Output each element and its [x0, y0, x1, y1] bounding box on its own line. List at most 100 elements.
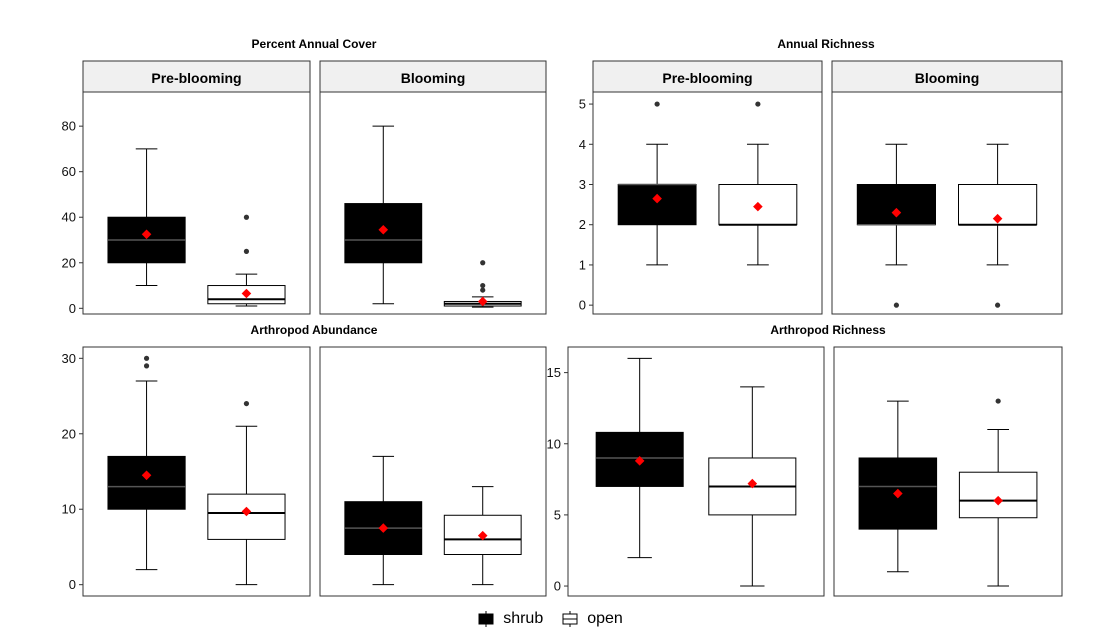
- y-tick-label: 20: [62, 426, 76, 441]
- facet-strip-label: Pre-blooming: [151, 70, 241, 86]
- y-tick-label: 40: [62, 210, 76, 225]
- facet-panel: Blooming: [319, 60, 547, 315]
- box-iqr: [107, 455, 186, 510]
- facet-strip: [319, 60, 547, 93]
- y-tick-label: 2: [579, 217, 586, 232]
- outlier-point: [243, 248, 250, 254]
- legend-key-open: [562, 611, 578, 627]
- facet-strip: [831, 60, 1063, 93]
- facet-panel: Blooming: [831, 60, 1063, 315]
- box-open: [958, 398, 1038, 587]
- box-iqr: [617, 184, 697, 226]
- box-open: [443, 260, 522, 308]
- outlier-point: [755, 101, 761, 107]
- box-open: [207, 214, 286, 307]
- box-iqr: [958, 471, 1038, 519]
- legend: shrub open: [0, 604, 1100, 634]
- outlier-point: [654, 101, 660, 107]
- box-shrub: [344, 455, 423, 586]
- panel-border: [831, 91, 1063, 315]
- box-shrub: [107, 148, 186, 287]
- mean-marker: [652, 193, 662, 204]
- y-tick-label: 15: [547, 365, 561, 380]
- facet-strip-label: Blooming: [401, 70, 466, 86]
- panel-border: [319, 91, 547, 315]
- y-tick-label: 0: [554, 579, 561, 594]
- panel-border: [82, 346, 311, 597]
- mean-marker: [753, 201, 763, 212]
- panel-border: [319, 346, 547, 597]
- box-open: [958, 143, 1038, 308]
- y-tick-label: 80: [62, 119, 76, 134]
- facet-panel: Pre-blooming 0 20 40 60 80: [62, 60, 311, 316]
- chart-3: Arthropod Richness 0 5 10 15: [547, 323, 1063, 597]
- box-shrub: [344, 125, 423, 305]
- legend-label-open: open: [587, 610, 623, 627]
- outlier-point: [243, 214, 250, 220]
- chart-title: Percent Annual Cover: [252, 37, 377, 51]
- outlier-point: [995, 398, 1001, 404]
- mean-marker: [241, 288, 252, 299]
- mean-marker: [891, 207, 902, 218]
- outlier-point: [995, 302, 1001, 308]
- legend-item-shrub: shrub: [477, 610, 543, 628]
- facet-panel: Pre-blooming 0 1 2 3 4 5: [579, 60, 823, 315]
- chart-title: Arthropod Richness: [770, 323, 886, 337]
- facet-strip: [592, 60, 823, 93]
- mean-marker: [477, 530, 488, 541]
- panel-border: [592, 91, 823, 315]
- box-shrub: [856, 143, 936, 308]
- facet-strip-label: Blooming: [915, 70, 980, 86]
- box-shrub: [595, 357, 684, 559]
- y-tick-label: 30: [62, 351, 76, 366]
- box-shrub: [858, 400, 938, 573]
- facet-panel: [833, 346, 1063, 597]
- mean-marker: [634, 456, 645, 466]
- y-tick-label: 0: [69, 301, 76, 316]
- y-tick-label: 0: [579, 298, 586, 313]
- chart-title: Annual Richness: [777, 37, 875, 51]
- chart-0: Percent Annual Cover Pre-blooming 0 20 40 60 8…: [62, 37, 547, 316]
- facet-panel: 0 5 10 15: [547, 346, 825, 597]
- panel-border: [82, 91, 311, 315]
- box-shrub: [107, 355, 186, 571]
- mean-marker: [378, 523, 389, 533]
- mean-marker: [477, 296, 488, 307]
- mean-marker: [241, 506, 252, 517]
- legend-key-shrub: [478, 611, 494, 627]
- legend-label-shrub: shrub: [503, 610, 544, 627]
- y-tick-label: 5: [554, 507, 561, 522]
- y-tick-label: 5: [579, 97, 586, 112]
- chart-1: Annual Richness Pre-blooming 0 1 2 3 4 5 Bloomin…: [579, 37, 1063, 315]
- y-tick-label: 0: [69, 577, 76, 592]
- y-tick-label: 1: [579, 257, 586, 272]
- mean-marker: [141, 229, 152, 240]
- mean-marker: [893, 488, 903, 499]
- box-shrub: [617, 101, 697, 266]
- facet-strip-label: Pre-blooming: [662, 70, 752, 86]
- outlier-point: [143, 363, 150, 369]
- faceted-boxplot-figure: Percent Annual CoverPre-blooming02040608…: [62, 37, 1063, 597]
- facet-strip: [82, 60, 311, 93]
- mean-marker: [993, 495, 1003, 506]
- mean-marker: [747, 478, 758, 489]
- outlier-point: [480, 287, 486, 293]
- panel-border: [567, 346, 825, 597]
- panel-border: [833, 346, 1063, 597]
- box-open: [708, 386, 797, 587]
- outlier-point: [480, 260, 486, 266]
- outlier-point: [243, 400, 250, 407]
- facet-panel: 0 10 20 30: [62, 346, 311, 597]
- outlier-point: [143, 355, 150, 361]
- box-open: [443, 486, 522, 586]
- box-open: [718, 101, 798, 266]
- outlier-point: [893, 302, 900, 308]
- y-tick-label: 60: [62, 164, 76, 179]
- mean-marker: [378, 224, 389, 235]
- mean-marker: [992, 213, 1003, 224]
- mean-marker: [141, 470, 152, 481]
- box-iqr: [856, 184, 936, 226]
- y-tick-label: 4: [579, 137, 586, 152]
- chart-2: Arthropod Abundance 0 10 20 30: [62, 323, 547, 597]
- y-tick-label: 20: [62, 255, 76, 270]
